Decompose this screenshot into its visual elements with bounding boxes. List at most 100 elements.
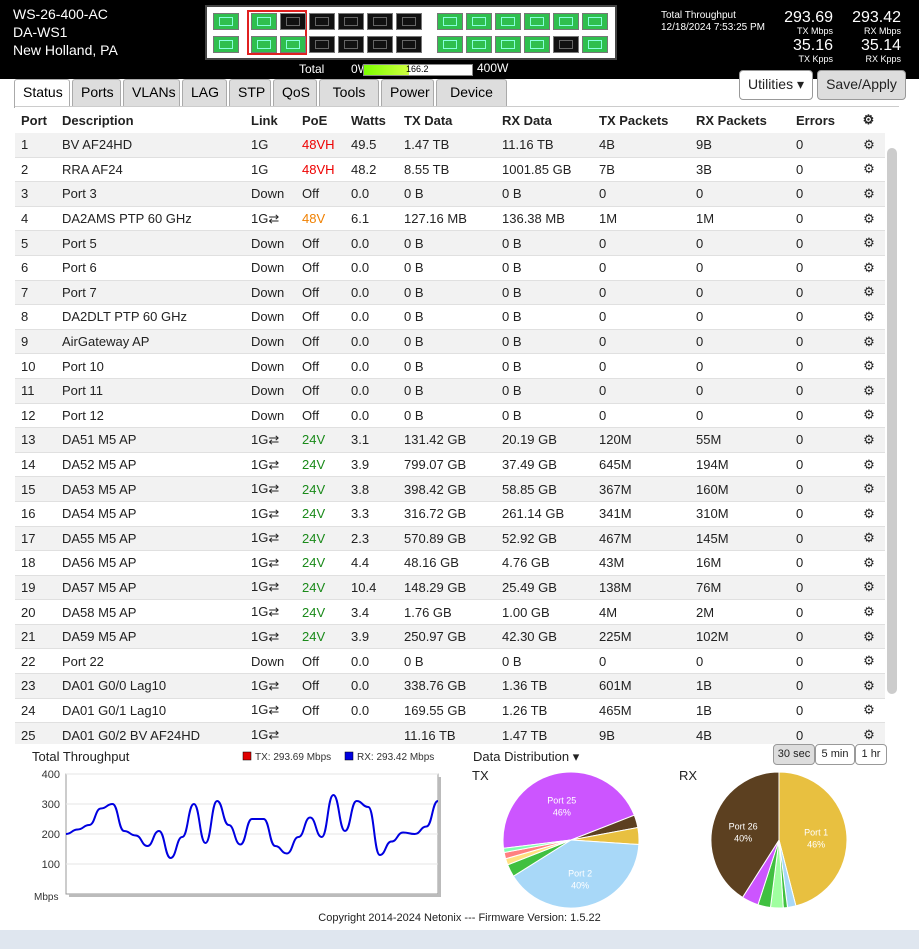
tab-tools[interactable]: Tools ▾ [319, 79, 379, 125]
port-icon-top-3[interactable] [251, 13, 277, 30]
tx-pie-slice[interactable] [502, 839, 572, 854]
col-description[interactable]: Description [56, 107, 245, 133]
gear-icon[interactable]: ⚙ [863, 431, 875, 447]
gear-icon[interactable]: ⚙ [863, 382, 875, 398]
range-button-5-min[interactable]: 5 min [815, 744, 855, 765]
cell-description[interactable]: DA51 M5 AP [62, 432, 137, 448]
port-icon-bottom-8[interactable] [396, 36, 422, 53]
col-errors[interactable]: Errors [790, 107, 847, 133]
port-icon-top-17[interactable] [553, 13, 579, 30]
gear-icon[interactable]: ⚙ [863, 358, 875, 374]
cell-description[interactable]: DA2DLT PTP 60 GHz [62, 309, 187, 325]
tx-pie-slice[interactable] [502, 771, 635, 849]
table-row[interactable]: 3 Port 3 Down Off 0.0 0 B 0 B 0 0 0 ⚙ [15, 181, 885, 207]
port-icon-bottom-18[interactable] [582, 36, 608, 53]
port-icon-top-5[interactable] [309, 13, 335, 30]
cell-description[interactable]: DA01 G0/2 BV AF24HD [62, 727, 201, 743]
gear-icon[interactable]: ⚙ [863, 333, 875, 349]
col-rx-packets[interactable]: RX Packets [690, 107, 790, 133]
cell-description[interactable]: DA54 M5 AP [62, 506, 137, 522]
gear-icon[interactable]: ⚙ [863, 505, 875, 521]
gear-icon[interactable]: ⚙ [863, 308, 875, 324]
table-row[interactable]: 1 BV AF24HD 1G 48VH 49.5 1.47 TB 11.16 TB 4B 9B 0… [15, 133, 885, 158]
gear-icon[interactable]: ⚙ [863, 407, 875, 423]
tab-lag[interactable]: LAG [182, 79, 227, 106]
cell-description[interactable]: DA56 M5 AP [62, 555, 137, 571]
table-row[interactable]: 2 RRA AF24 1G 48VH 48.2 8.55 TB 1001.85 GB 7B 3B… [15, 157, 885, 182]
gear-icon[interactable]: ⚙ [863, 161, 875, 177]
tab-status[interactable]: Status [14, 79, 70, 108]
gear-icon[interactable]: ⚙ [863, 677, 875, 693]
tab-stp[interactable]: STP [229, 79, 271, 106]
tab-vlans[interactable]: VLANs [123, 79, 180, 106]
table-row[interactable]: 13 DA51 M5 AP 1G⇄ 24V 3.1 131.42 GB 20.19 GB 12… [15, 427, 885, 453]
gear-icon[interactable]: ⚙ [847, 107, 885, 133]
gear-icon[interactable]: ⚙ [863, 727, 875, 743]
gear-icon[interactable]: ⚙ [863, 628, 875, 644]
port-icon-1[interactable] [213, 13, 239, 30]
cell-description[interactable]: DA52 M5 AP [62, 457, 137, 473]
rx-pie-slice[interactable] [710, 771, 780, 899]
table-row[interactable]: 10 Port 10 Down Off 0.0 0 B 0 B 0 0 0 ⚙ [15, 354, 885, 379]
gear-icon[interactable]: ⚙ [863, 235, 875, 251]
gear-icon[interactable]: ⚙ [863, 210, 875, 226]
gear-icon[interactable]: ⚙ [863, 653, 875, 669]
table-row[interactable]: 18 DA56 M5 AP 1G⇄ 24V 4.4 48.16 GB 4.76 GB 43M 1… [15, 551, 885, 576]
table-row[interactable]: 4 DA2AMS PTP 60 GHz 1G⇄ 48V 6.1 127.16 MB 136.… [15, 206, 885, 231]
cell-description[interactable]: Port 5 [62, 235, 97, 251]
cell-description[interactable]: Port 6 [62, 260, 97, 276]
cell-description[interactable]: Port 12 [62, 407, 104, 423]
table-row[interactable]: 20 DA58 M5 AP 1G⇄ 24V 3.4 1.76 GB 1.00 GB 4M 2M 0… [15, 600, 885, 625]
table-row[interactable]: 17 DA55 M5 AP 1G⇄ 24V 2.3 570.89 GB 52.92 GB 46… [15, 526, 885, 551]
cell-description[interactable]: DA55 M5 AP [62, 530, 137, 546]
port-icon-2[interactable] [213, 36, 239, 53]
port-icon-top-7[interactable] [367, 13, 393, 30]
rx-pie-slice[interactable] [778, 771, 848, 907]
port-icon-top-16[interactable] [524, 13, 550, 30]
table-row[interactable]: 25 DA01 G0/2 BV AF24HD 1G⇄ 11.16 TB 1.47 TB 9… [15, 722, 885, 744]
col-poe[interactable]: PoE [296, 107, 345, 133]
port-icon-top-4[interactable] [280, 13, 306, 30]
distribution-title[interactable]: Data Distribution ▾ [473, 749, 580, 764]
cell-description[interactable]: DA2AMS PTP 60 GHz [62, 211, 192, 227]
table-row[interactable]: 8 DA2DLT PTP 60 GHz Down Off 0.0 0 B 0 B 0 0 0 ⚙ [15, 305, 885, 330]
col-tx-data[interactable]: TX Data [398, 107, 496, 133]
table-row[interactable]: 19 DA57 M5 AP 1G⇄ 24V 10.4 148.29 GB 25.49 GB 1… [15, 575, 885, 600]
tab-qos[interactable]: QoS [273, 79, 317, 106]
col-port[interactable]: Port [15, 107, 56, 133]
table-row[interactable]: 24 DA01 G0/1 Lag10 1G⇄ Off 0.0 169.55 GB 1.26 … [15, 698, 885, 723]
table-row[interactable]: 21 DA59 M5 AP 1G⇄ 24V 3.9 250.97 GB 42.30 GB 22… [15, 624, 885, 649]
col-link[interactable]: Link [245, 107, 296, 133]
tab-device[interactable]: Device ▾ [436, 79, 507, 125]
port-icon-bottom-13[interactable] [437, 36, 463, 53]
cell-description[interactable]: DA01 G0/0 Lag10 [62, 678, 167, 694]
port-icon-bottom-5[interactable] [309, 36, 335, 53]
cell-description[interactable]: DA57 M5 AP [62, 579, 137, 595]
col-watts[interactable]: Watts [345, 107, 398, 133]
col-tx-packets[interactable]: TX Packets [593, 107, 690, 133]
table-row[interactable]: 6 Port 6 Down Off 0.0 0 B 0 B 0 0 0 ⚙ [15, 255, 885, 281]
table-row[interactable]: 14 DA52 M5 AP 1G⇄ 24V 3.9 799.07 GB 37.49 GB 64… [15, 452, 885, 477]
table-row[interactable]: 5 Port 5 Down Off 0.0 0 B 0 B 0 0 0 ⚙ [15, 230, 885, 256]
gear-icon[interactable]: ⚙ [863, 530, 875, 546]
cell-description[interactable]: BV AF24HD [62, 137, 133, 153]
tab-ports[interactable]: Ports [72, 79, 121, 106]
gear-icon[interactable]: ⚙ [863, 259, 875, 275]
cell-description[interactable]: Port 22 [62, 653, 104, 669]
port-icon-bottom-14[interactable] [466, 36, 492, 53]
gear-icon[interactable]: ⚙ [863, 604, 875, 620]
cell-description[interactable]: Port 10 [62, 358, 104, 374]
table-row[interactable]: 9 AirGateway AP Down Off 0.0 0 B 0 B 0 0 0 ⚙ [15, 329, 885, 354]
cell-description[interactable]: Port 3 [62, 186, 97, 202]
cell-description[interactable]: DA58 M5 AP [62, 604, 137, 620]
save-apply-button[interactable]: Save/Apply [817, 70, 906, 100]
cell-description[interactable]: DA53 M5 AP [62, 481, 137, 497]
table-row[interactable]: 23 DA01 G0/0 Lag10 1G⇄ Off 0.0 338.76 GB 1.36 … [15, 673, 885, 699]
port-icon-top-18[interactable] [582, 13, 608, 30]
cell-description[interactable]: AirGateway AP [62, 334, 150, 350]
table-row[interactable]: 12 Port 12 Down Off 0.0 0 B 0 B 0 0 0 ⚙ [15, 403, 885, 428]
port-icon-top-8[interactable] [396, 13, 422, 30]
gear-icon[interactable]: ⚙ [863, 456, 875, 472]
range-button-30-sec[interactable]: 30 sec [773, 744, 815, 765]
table-scrollbar[interactable] [887, 148, 897, 694]
